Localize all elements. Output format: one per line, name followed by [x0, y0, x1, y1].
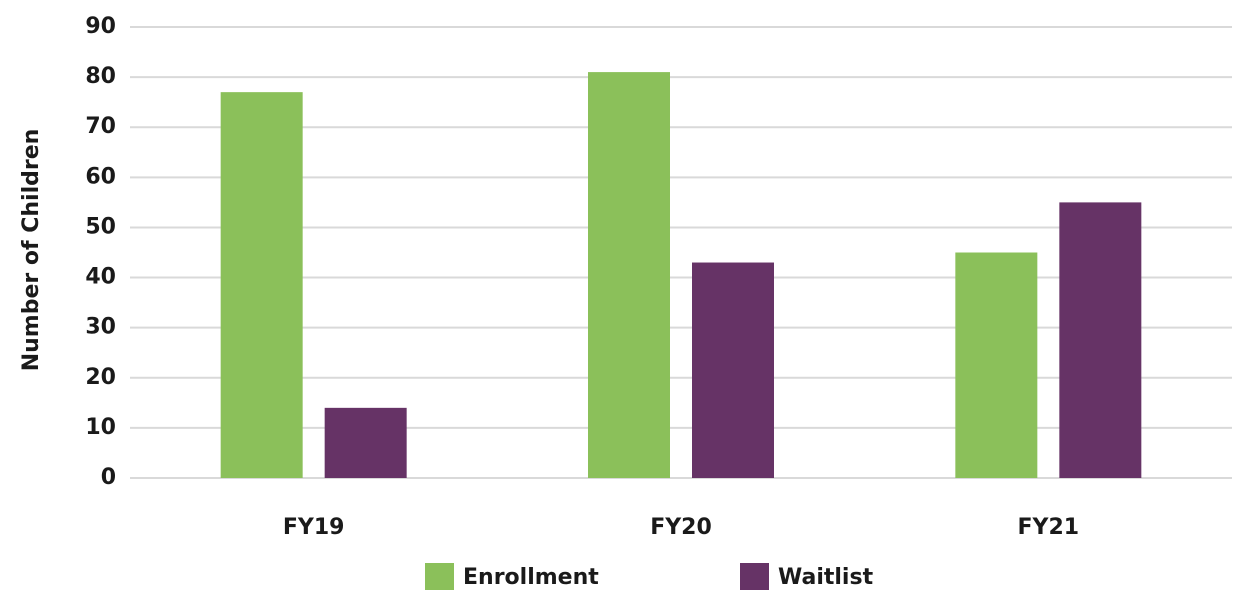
bar — [955, 252, 1038, 478]
x-tick-label: FY21 — [1018, 515, 1080, 540]
y-tick-label: 50 — [85, 214, 116, 239]
legend-label: Waitlist — [778, 565, 874, 590]
bar — [588, 72, 670, 478]
y-tick-label: 80 — [85, 64, 116, 89]
bar — [1059, 202, 1142, 478]
y-tick-label: 90 — [85, 14, 116, 39]
y-tick-label: 70 — [85, 114, 116, 139]
bar — [324, 407, 407, 478]
y-axis-label: Number of Children — [19, 129, 44, 372]
bar — [692, 262, 774, 478]
y-tick-label: 20 — [85, 365, 116, 390]
y-tick-label: 30 — [85, 315, 116, 340]
y-tick-label: 60 — [85, 164, 116, 189]
y-tick-label: 10 — [85, 415, 116, 440]
legend-swatch — [740, 563, 769, 590]
x-tick-label: FY19 — [283, 515, 345, 540]
y-tick-label: 0 — [101, 465, 116, 490]
bar — [220, 92, 303, 479]
legend-label: Enrollment — [463, 565, 599, 590]
x-tick-label: FY20 — [650, 515, 712, 540]
y-tick-label: 40 — [85, 265, 116, 290]
legend-swatch — [425, 563, 454, 590]
